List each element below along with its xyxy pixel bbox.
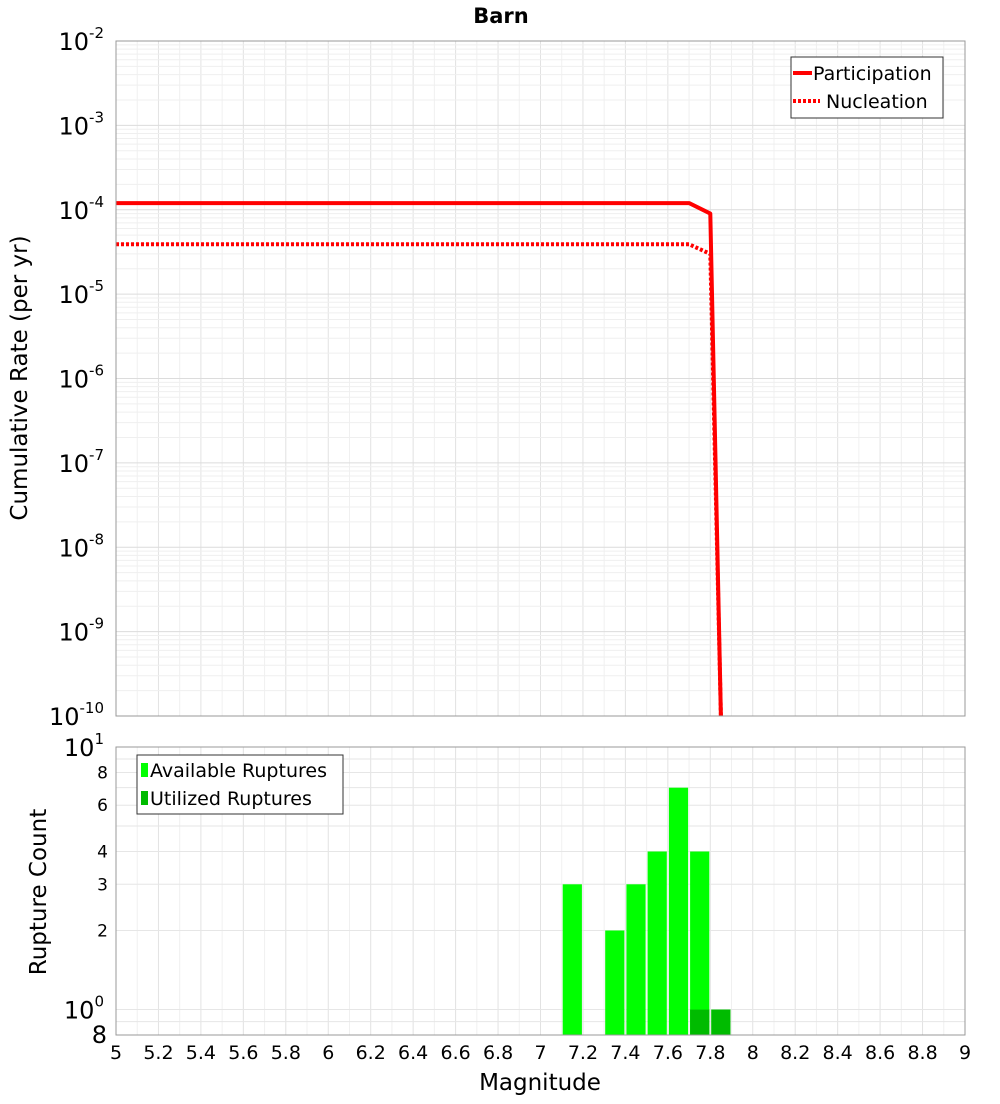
- x-tick-label: 5.2: [143, 1042, 173, 1064]
- x-tick-label: 5.8: [271, 1042, 301, 1064]
- top-y-axis-title: Cumulative Rate (per yr): [7, 235, 33, 520]
- legend-nucleation-label: Nucleation: [826, 91, 928, 113]
- bottom-y-axis-title: Rupture Count: [26, 809, 52, 975]
- x-tick-label: 8.2: [780, 1042, 810, 1064]
- x-tick-label: 5: [110, 1042, 122, 1064]
- x-tick-label: 8.8: [907, 1042, 937, 1064]
- available-bar: [647, 851, 667, 1035]
- available-bar: [605, 930, 625, 1035]
- available-bar: [626, 884, 646, 1035]
- bottom-y-tick-label: 8: [97, 763, 108, 783]
- bottom-y-decade-label: 101: [64, 730, 104, 762]
- x-tick-label: 8.4: [823, 1042, 853, 1064]
- bottom-y-tick-label: 2: [97, 922, 108, 942]
- top-y-tick-label: 10-2: [58, 24, 104, 56]
- top-y-tick-label: 10-10: [49, 699, 104, 731]
- bottom-legend-box: [136, 754, 344, 815]
- top-plot-border: [115, 40, 966, 717]
- bottom-y-decade-label: 100: [64, 993, 104, 1025]
- top-y-tick-label: 10-8: [58, 530, 104, 562]
- x-tick-label: 7.8: [695, 1042, 725, 1064]
- utilized-bar: [711, 1009, 731, 1035]
- x-tick-label: 6: [322, 1042, 334, 1064]
- bottom-bars-layer: [562, 787, 731, 1035]
- legend-utilized-swatch: [141, 791, 148, 805]
- x-tick-label: 9: [959, 1042, 971, 1064]
- legend-utilized-label: Utilized Ruptures: [150, 788, 312, 810]
- x-tick-label: 6.4: [398, 1042, 428, 1064]
- bottom-plot-border: [115, 746, 966, 1036]
- bottom-x-ticks: 5 5.2 5.4 5.6 5.8 6 6.2 6.4 6.6 6.8 7 7.2 7.4 7.6 7.8 8…: [110, 1042, 971, 1064]
- bottom-legend: Available Ruptures Utilized Ruptures: [136, 754, 344, 815]
- x-axis-title: Magnitude: [479, 1070, 601, 1096]
- top-y-ticks: 10-2 10-3 10-4 10-5 10-6 10-7 10-8 10-9 10-10: [49, 24, 104, 731]
- available-bar: [562, 884, 582, 1035]
- top-y-tick-label: 10-3: [58, 108, 104, 140]
- chart-title: Barn: [473, 4, 528, 28]
- top-y-tick-label: 10-7: [58, 446, 104, 478]
- x-tick-label: 7.2: [568, 1042, 598, 1064]
- legend-available-swatch: [141, 763, 148, 777]
- available-bar: [690, 851, 710, 1035]
- utilized-bar: [690, 1009, 710, 1035]
- top-grid: [115, 41, 966, 717]
- legend-participation-label: Participation: [813, 63, 932, 85]
- x-tick-label: 7: [534, 1042, 546, 1064]
- bottom-y-tick-label: 6: [97, 796, 108, 816]
- series-line-nucleation: [116, 242, 723, 717]
- x-tick-label: 7.6: [653, 1042, 683, 1064]
- bottom-y-tick-label: 8: [92, 1021, 107, 1049]
- x-tick-label: 5.6: [228, 1042, 258, 1064]
- x-tick-label: 7.4: [610, 1042, 640, 1064]
- top-series-layer: [116, 201, 723, 717]
- top-y-tick-label: 10-9: [58, 615, 104, 647]
- top-y-tick-label: 10-5: [58, 277, 104, 309]
- top-legend-box: [790, 56, 944, 119]
- bottom-y-tick-label: 4: [97, 842, 108, 862]
- bottom-y-tick-label: 3: [97, 875, 108, 895]
- top-legend: Participation Nucleation: [790, 56, 944, 119]
- available-bar: [668, 787, 689, 1035]
- x-tick-label: 6.8: [483, 1042, 513, 1064]
- x-tick-label: 8: [747, 1042, 759, 1064]
- x-tick-label: 5.4: [186, 1042, 216, 1064]
- top-y-tick-label: 10-6: [58, 362, 104, 394]
- x-tick-label: 6.6: [440, 1042, 470, 1064]
- legend-available-label: Available Ruptures: [150, 760, 327, 782]
- top-y-tick-label: 10-4: [58, 193, 104, 225]
- x-tick-label: 6.2: [356, 1042, 386, 1064]
- x-tick-label: 8.6: [865, 1042, 895, 1064]
